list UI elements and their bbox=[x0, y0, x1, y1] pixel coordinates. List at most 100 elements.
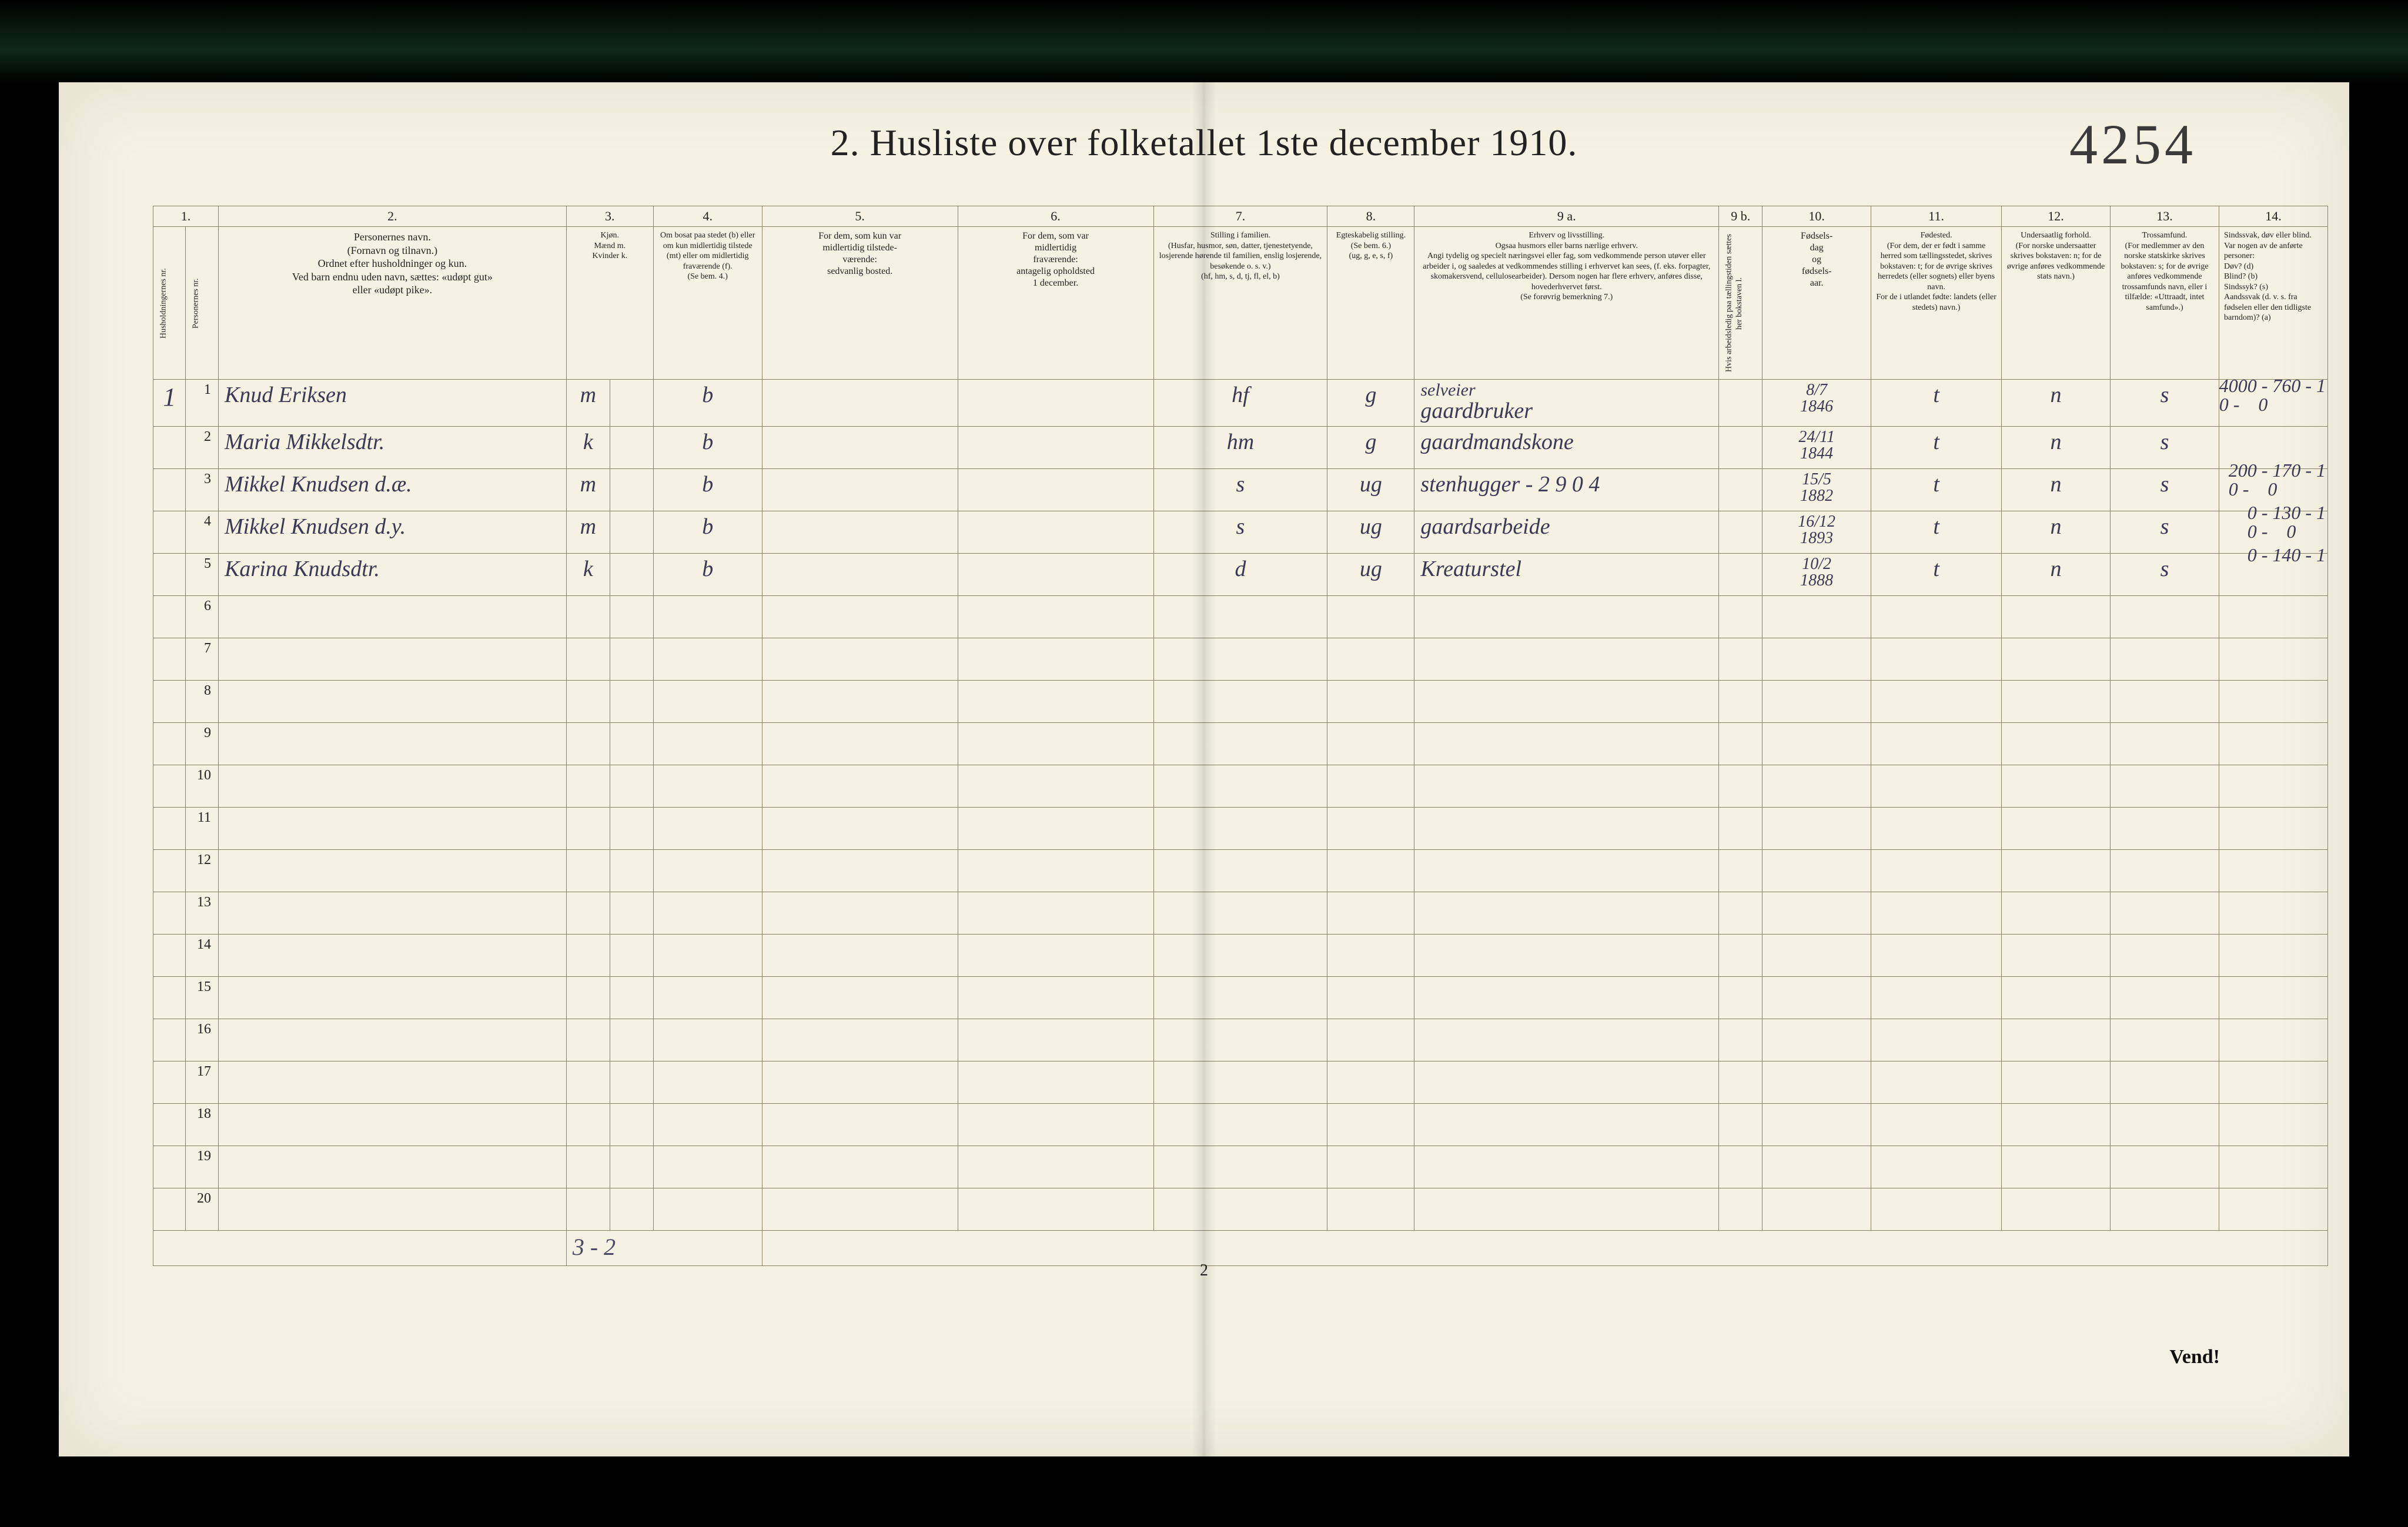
cell-empty bbox=[958, 1146, 1153, 1188]
cell-empty bbox=[2002, 1019, 2111, 1061]
table-row-empty: 12 bbox=[153, 850, 2328, 892]
cell-empty bbox=[653, 723, 762, 765]
cell-empty bbox=[1153, 596, 1327, 638]
cell-pnr: 2 bbox=[186, 427, 218, 469]
cell-empty bbox=[610, 977, 653, 1019]
cell-empty bbox=[958, 1188, 1153, 1231]
cell-hh bbox=[153, 935, 186, 977]
cell-empty bbox=[958, 681, 1153, 723]
cell-birth: 8/7 1846 bbox=[1762, 380, 1871, 427]
cell-empty bbox=[1414, 723, 1719, 765]
cell-temp-present bbox=[762, 380, 958, 427]
cell-pnr: 6 bbox=[186, 596, 218, 638]
cell-empty bbox=[566, 638, 610, 681]
margin-note: 4000 - 760 - 1 0 - 0 bbox=[2219, 376, 2326, 414]
cell-empty bbox=[2219, 1104, 2327, 1146]
cell-sex-k bbox=[610, 427, 653, 469]
cell-empty bbox=[1871, 977, 2002, 1019]
cell-empty bbox=[1153, 1188, 1327, 1231]
cell-empty bbox=[218, 977, 566, 1019]
colnum-9a: 9 a. bbox=[1414, 206, 1719, 227]
cell-sex: m bbox=[566, 511, 610, 554]
cell-temp-absent bbox=[958, 427, 1153, 469]
cell-empty bbox=[1762, 638, 1871, 681]
cell-pnr: 16 bbox=[186, 1019, 218, 1061]
cell-empty bbox=[1871, 850, 2002, 892]
colnum-3: 3. bbox=[566, 206, 653, 227]
table-row-empty: 14 bbox=[153, 935, 2328, 977]
cell-empty bbox=[610, 1019, 653, 1061]
cell-empty bbox=[218, 850, 566, 892]
cell-empty bbox=[218, 596, 566, 638]
cell-empty bbox=[653, 681, 762, 723]
cell-empty bbox=[1871, 681, 2002, 723]
cell-empty bbox=[566, 765, 610, 808]
cell-empty bbox=[958, 1104, 1153, 1146]
colnum-5: 5. bbox=[762, 206, 958, 227]
cell-empty bbox=[958, 638, 1153, 681]
cell-empty bbox=[1762, 808, 1871, 850]
cell-faith: s bbox=[2111, 380, 2219, 427]
cell-hh: 1 bbox=[153, 380, 186, 427]
cell-empty bbox=[762, 1019, 958, 1061]
cell-hh bbox=[153, 511, 186, 554]
cell-empty bbox=[1153, 850, 1327, 892]
cell-empty bbox=[1153, 892, 1327, 935]
cell-empty bbox=[566, 1104, 610, 1146]
cell-empty bbox=[610, 892, 653, 935]
cell-empty bbox=[1871, 935, 2002, 977]
cell-empty bbox=[958, 977, 1153, 1019]
cell-sex: m bbox=[566, 380, 610, 427]
cell-empty bbox=[1327, 1019, 1414, 1061]
cell-birth: 24/11 1844 bbox=[1762, 427, 1871, 469]
cell-empty bbox=[958, 765, 1153, 808]
colnum-4: 4. bbox=[653, 206, 762, 227]
cell-empty bbox=[1414, 1104, 1719, 1146]
hdr-disability: Sindssvak, døv eller blind. Var nogen av… bbox=[2219, 227, 2327, 380]
cell-empty bbox=[2111, 935, 2219, 977]
cell-empty bbox=[653, 1019, 762, 1061]
cell-empty bbox=[2219, 935, 2327, 977]
cell-sex-k bbox=[610, 554, 653, 596]
cell-empty bbox=[1762, 1188, 1871, 1231]
cell-empty bbox=[1871, 723, 2002, 765]
cell-empty bbox=[1327, 638, 1414, 681]
cell-empty bbox=[2219, 850, 2327, 892]
cell-civil: ug bbox=[1327, 554, 1414, 596]
cell-empty bbox=[566, 1188, 610, 1231]
cell-empty bbox=[1414, 935, 1719, 977]
table-row-empty: 16 bbox=[153, 1019, 2328, 1061]
cell-empty bbox=[1871, 892, 2002, 935]
cell-empty bbox=[1153, 638, 1327, 681]
colnum-2: 2. bbox=[218, 206, 566, 227]
hdr-birthplace: Fødested. (For dem, der er født i samme … bbox=[1871, 227, 2002, 380]
cell-empty bbox=[762, 1061, 958, 1104]
cell-empty bbox=[2219, 681, 2327, 723]
cell-empty bbox=[610, 638, 653, 681]
cell-empty bbox=[1762, 681, 1871, 723]
table-row-empty: 15 bbox=[153, 977, 2328, 1019]
cell-civil: ug bbox=[1327, 511, 1414, 554]
cell-sex-k bbox=[610, 380, 653, 427]
cell-unemp bbox=[1719, 380, 1762, 427]
cell-empty bbox=[2219, 1061, 2327, 1104]
cell-pnr: 11 bbox=[186, 808, 218, 850]
cell-empty bbox=[1719, 765, 1762, 808]
cell-empty bbox=[1327, 1188, 1414, 1231]
tally-value: 3 - 2 bbox=[566, 1231, 762, 1266]
cell-empty bbox=[566, 892, 610, 935]
cell-empty bbox=[762, 808, 958, 850]
cell-empty bbox=[762, 1104, 958, 1146]
cell-sex-k bbox=[610, 469, 653, 511]
cell-empty bbox=[1719, 723, 1762, 765]
cell-empty bbox=[958, 850, 1153, 892]
cell-empty bbox=[1871, 1104, 2002, 1146]
cell-empty bbox=[1414, 681, 1719, 723]
cell-empty bbox=[1762, 723, 1871, 765]
cell-empty bbox=[1327, 935, 1414, 977]
cell-sex-k bbox=[610, 511, 653, 554]
cell-empty bbox=[762, 977, 958, 1019]
table-header: 1. 2. 3. 4. 5. 6. 7. 8. 9 a. 9 b. 10. 11… bbox=[153, 206, 2328, 380]
cell-sex: k bbox=[566, 554, 610, 596]
table-row-empty: 8 bbox=[153, 681, 2328, 723]
